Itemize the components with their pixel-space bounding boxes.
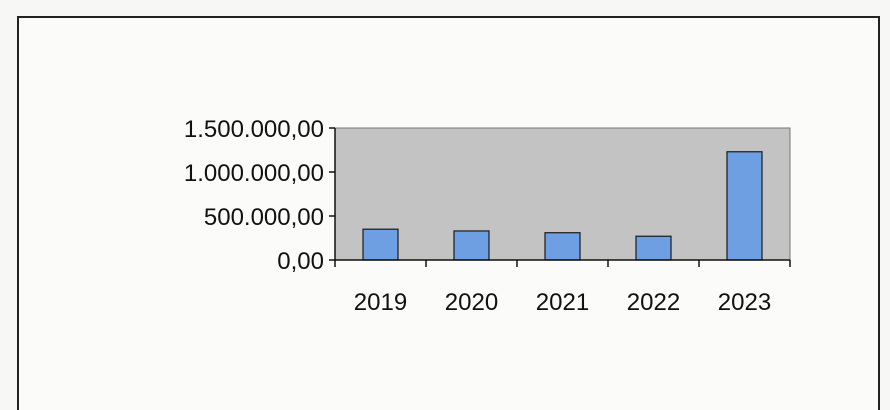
x-tick-label: 2022 — [627, 289, 680, 316]
y-tick-label: 0,00 — [277, 248, 324, 275]
x-tick-label: 2021 — [536, 289, 589, 316]
bar-2019 — [362, 228, 399, 261]
x-tick-label: 2020 — [445, 289, 498, 316]
bar-2023 — [726, 151, 763, 261]
bar-2021 — [544, 232, 581, 261]
y-tick-label: 1.000.000,00 — [184, 160, 324, 187]
bar-2022 — [635, 235, 672, 261]
x-tick-label: 2019 — [354, 289, 407, 316]
y-tick-label: 1.500.000,00 — [184, 116, 324, 143]
y-tick-label: 500.000,00 — [204, 204, 324, 231]
bar-2020 — [453, 230, 490, 261]
x-tick-label: 2023 — [718, 289, 771, 316]
